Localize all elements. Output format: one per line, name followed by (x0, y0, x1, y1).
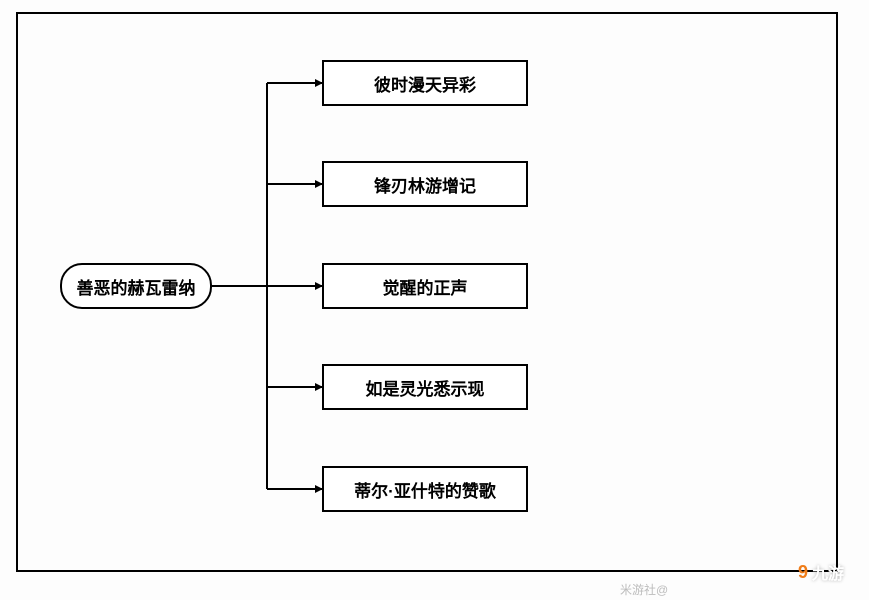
jiuyou-text: 九游 (812, 560, 844, 584)
child-label: 觉醒的正声 (383, 274, 468, 299)
watermark-miyoushe: 米游社@ (620, 581, 668, 598)
child-label: 彼时漫天异彩 (374, 71, 476, 96)
root-label: 善恶的赫瓦雷纳 (77, 274, 196, 299)
child-node-2: 觉醒的正声 (322, 263, 528, 309)
root-node: 善恶的赫瓦雷纳 (60, 263, 212, 309)
watermark-jiuyou: 9 九游 (798, 560, 844, 584)
child-node-4: 蒂尔·亚什特的赞歌 (322, 466, 528, 512)
child-node-1: 锋刃林游增记 (322, 161, 528, 207)
child-node-3: 如是灵光悉示现 (322, 364, 528, 410)
child-label: 如是灵光悉示现 (366, 375, 485, 400)
child-label: 锋刃林游增记 (374, 172, 476, 197)
child-label: 蒂尔·亚什特的赞歌 (354, 477, 496, 502)
jiuyou-logo-icon: 9 (798, 563, 808, 581)
child-node-0: 彼时漫天异彩 (322, 60, 528, 106)
